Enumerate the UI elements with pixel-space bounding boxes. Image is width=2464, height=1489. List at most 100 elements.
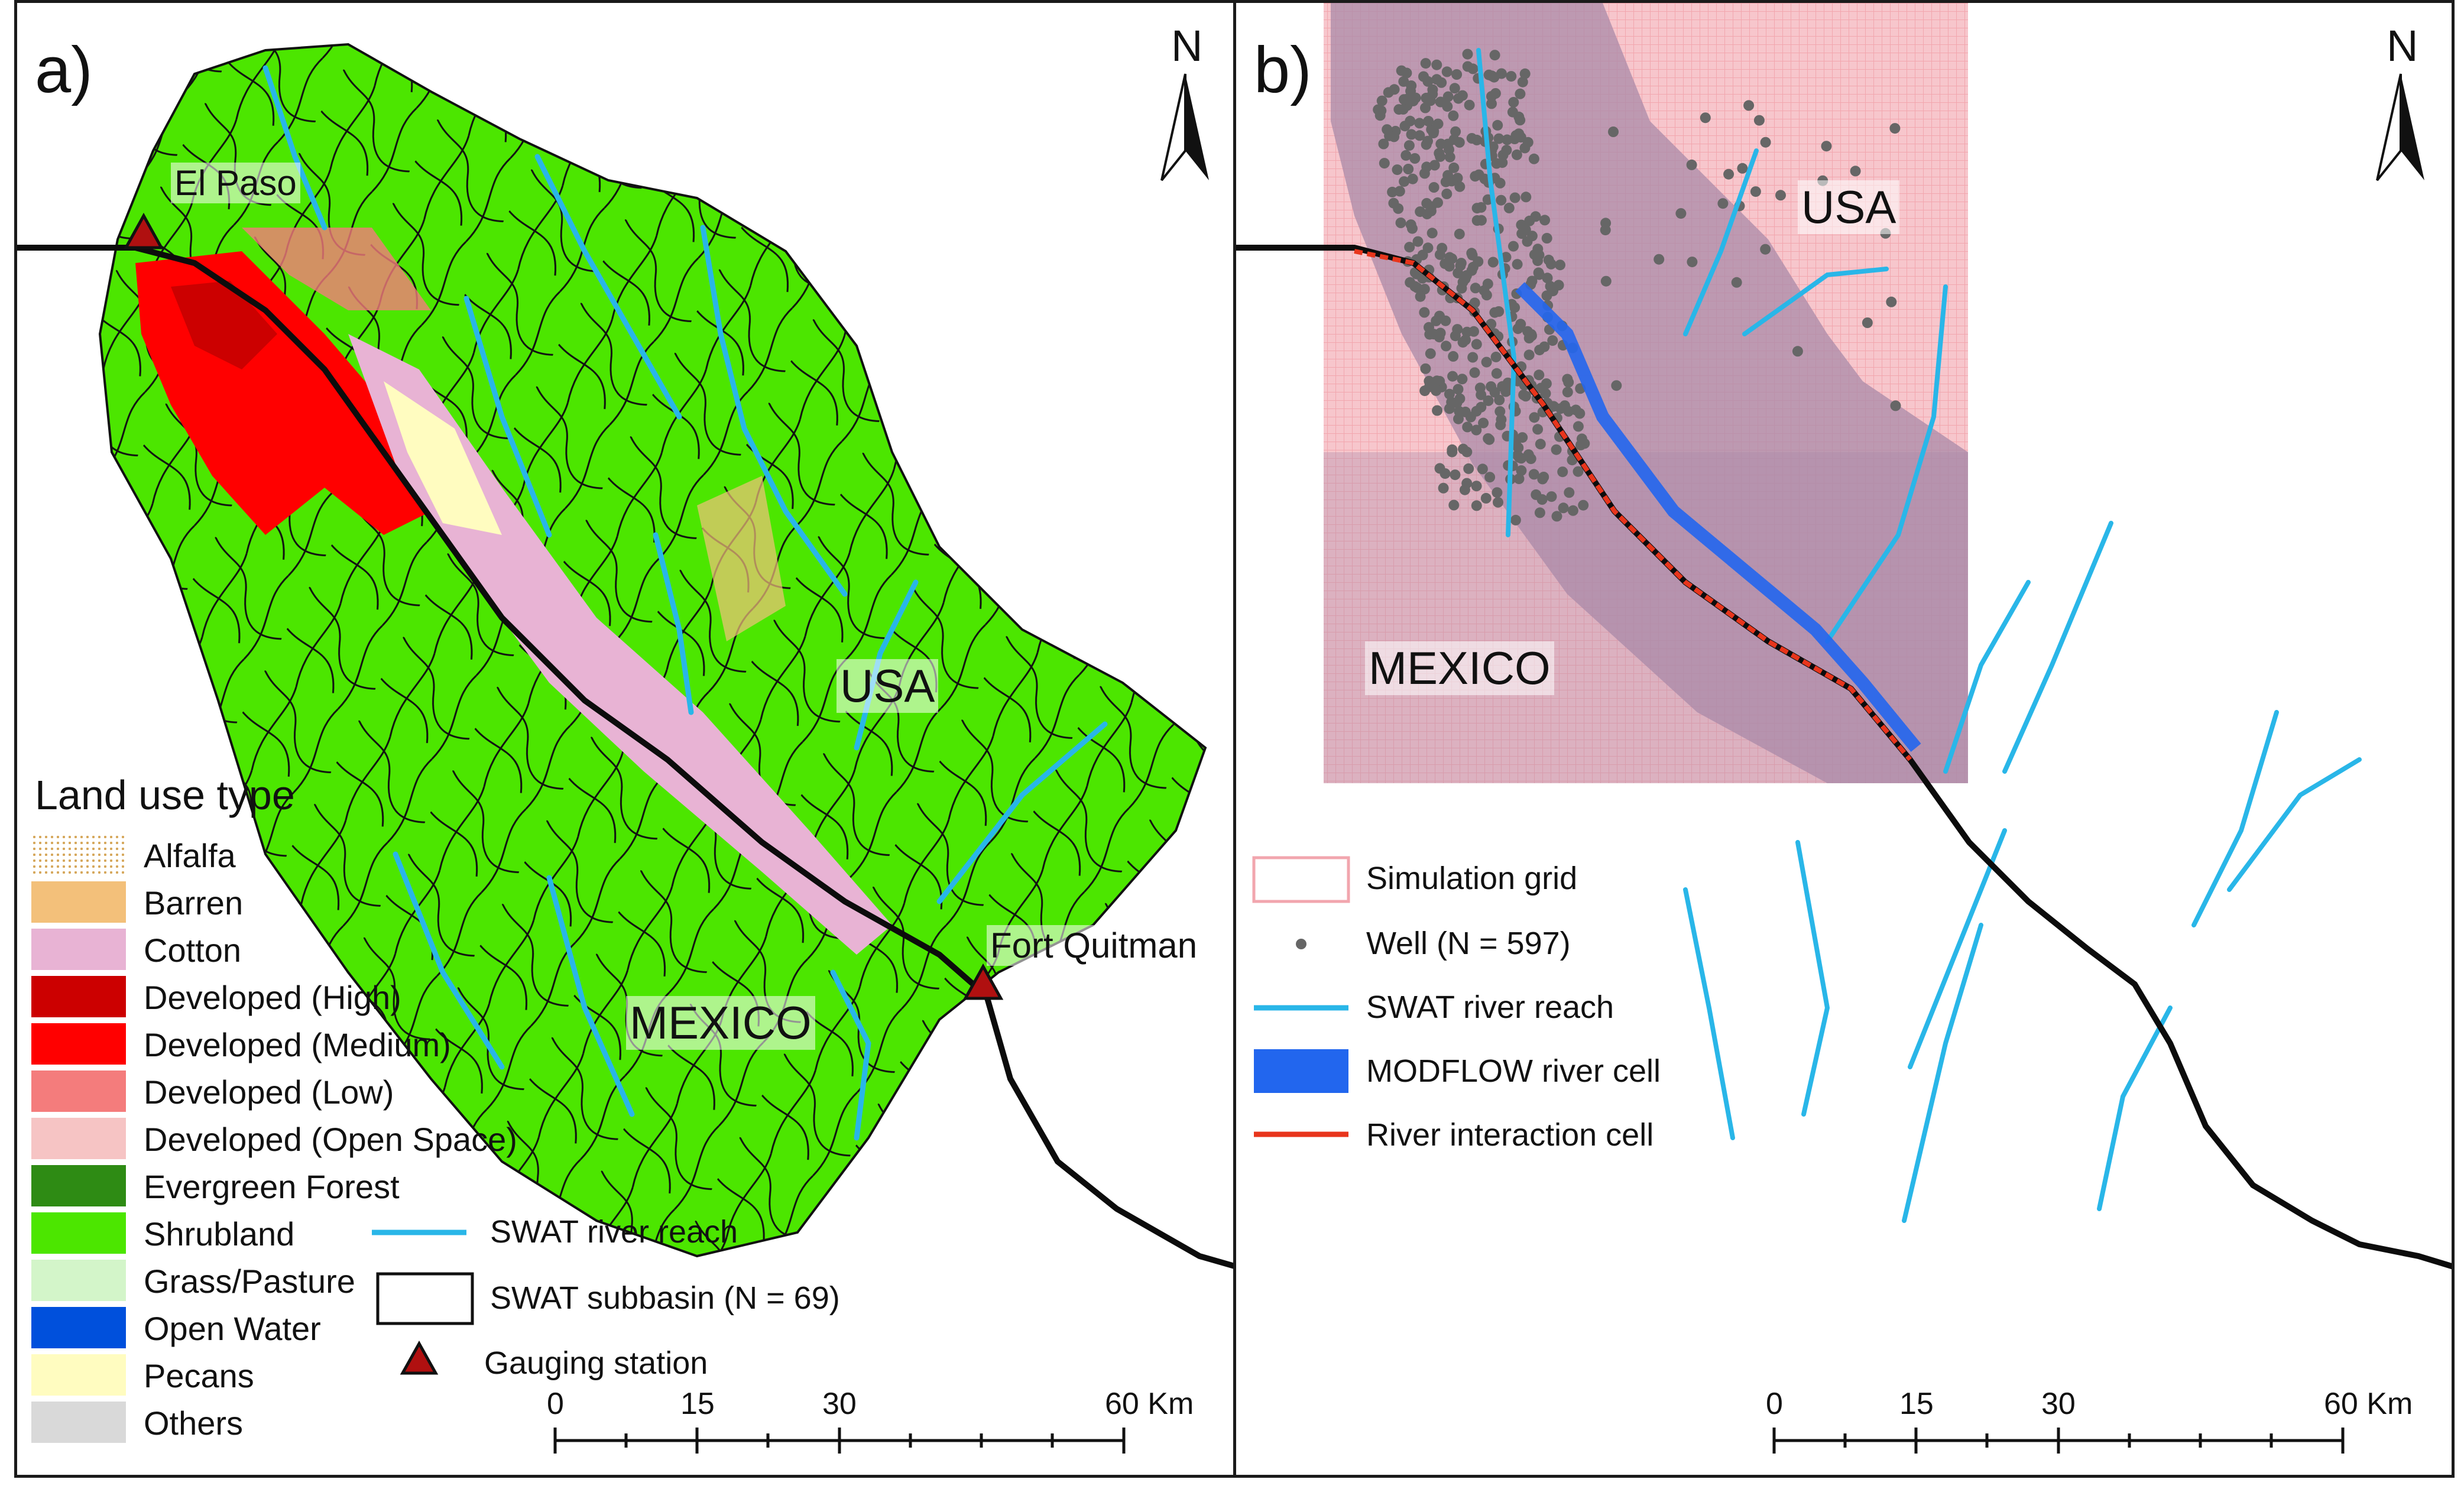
well-point: [1424, 375, 1435, 387]
well-point: [1427, 84, 1438, 95]
developed-medium-swatch: [31, 1023, 126, 1065]
well-point: [1399, 176, 1410, 187]
well-point: [1469, 367, 1480, 378]
legend-subbasin-label: SWAT subbasin (N = 69): [490, 1280, 840, 1316]
well-point: [1511, 149, 1522, 160]
label-usa-a: USA: [837, 659, 939, 713]
well-point: [1434, 148, 1445, 159]
well-point: [1775, 190, 1786, 201]
well-point: [1551, 511, 1562, 522]
north-arrow-a: [1160, 73, 1209, 181]
well-point: [1563, 377, 1574, 388]
legend-well-label: Well (N = 597): [1366, 926, 1571, 961]
well-point: [1441, 189, 1453, 199]
well-point: [1378, 138, 1389, 150]
well-point: [1573, 421, 1584, 432]
well-point: [1400, 150, 1412, 161]
legend-label: Pecans: [144, 1357, 254, 1394]
scale-tick-60-a: 60 Km: [1105, 1387, 1194, 1421]
well-point: [1388, 197, 1399, 209]
well-point: [1567, 455, 1578, 466]
well-point: [1482, 278, 1493, 290]
well-point: [1408, 95, 1419, 106]
legend-gauge-triangle: [400, 1340, 439, 1375]
legend-well-dot: [1296, 939, 1306, 949]
legend-label: Shrubland: [144, 1215, 295, 1253]
well-point: [1513, 473, 1525, 484]
well-point: [1420, 58, 1431, 69]
alfalfa-swatch: [31, 834, 126, 875]
developed-low-swatch: [31, 1070, 126, 1112]
legend-river-label-b: SWAT river reach: [1366, 990, 1614, 1025]
well-point: [1448, 162, 1460, 173]
well-point: [1481, 356, 1492, 368]
well-point: [1460, 335, 1471, 346]
well-point: [1537, 473, 1548, 485]
gauge-fort-quitman: [962, 963, 1004, 1000]
well-point: [1405, 277, 1416, 288]
scale-tick-15-a: 15: [680, 1387, 715, 1421]
scale-tick-0-b: 0: [1766, 1387, 1783, 1421]
well-point: [1509, 192, 1520, 203]
well-point: [1559, 400, 1570, 411]
well-point: [1420, 363, 1431, 374]
well-point: [1536, 494, 1548, 505]
well-point: [1494, 406, 1506, 417]
well-point: [1432, 197, 1443, 208]
well-point: [1464, 99, 1475, 111]
well-point: [1743, 100, 1755, 111]
cotton-corridor: [348, 334, 892, 955]
well-point: [1477, 463, 1488, 475]
well-point: [1517, 76, 1528, 87]
well-point: [1760, 244, 1771, 255]
well-point: [1470, 283, 1481, 294]
well-point: [1760, 137, 1771, 148]
legend-grid-box: [1252, 856, 1350, 903]
well-point: [1434, 463, 1445, 474]
scale-bar-b: [1772, 1428, 2345, 1454]
interaction-cells: [1354, 249, 1912, 761]
well-point: [1399, 94, 1409, 105]
well-point: [1555, 259, 1565, 271]
well-point: [1401, 67, 1412, 79]
well-point: [1515, 88, 1526, 99]
well-point: [1471, 500, 1482, 511]
well-point: [1526, 275, 1538, 287]
legend-label: Cotton: [144, 932, 241, 969]
well-point: [1389, 131, 1400, 142]
well-point: [1431, 74, 1442, 85]
well-point: [1889, 123, 1901, 134]
well-point: [1539, 341, 1550, 352]
label-usa-b: USA: [1798, 180, 1900, 234]
legend-label: Developed (Open Space): [144, 1121, 517, 1158]
well-point: [1435, 327, 1446, 339]
pecans-swatch: [31, 1354, 126, 1396]
well-point: [1447, 253, 1457, 264]
well-point: [1520, 224, 1531, 235]
scale-tick-30-b: 30: [2041, 1387, 2076, 1421]
well-point: [1886, 296, 1897, 307]
well-point: [1461, 270, 1472, 281]
well-point: [1431, 375, 1442, 387]
well-point: [1545, 281, 1556, 292]
well-point: [1441, 340, 1452, 352]
well-point: [1471, 339, 1482, 350]
well-point: [1423, 116, 1434, 126]
well-point: [1392, 164, 1403, 176]
well-point: [1478, 417, 1489, 429]
well-point: [1508, 241, 1519, 252]
well-point: [1457, 90, 1468, 101]
well-point: [1419, 385, 1431, 397]
well-point: [1471, 481, 1482, 492]
well-point: [1731, 277, 1742, 288]
well-point: [1486, 381, 1497, 392]
well-point: [1429, 160, 1440, 171]
well-point: [1454, 228, 1465, 239]
label-el-paso: El Paso: [171, 163, 300, 203]
well-point: [1539, 215, 1551, 226]
well-point: [1600, 225, 1611, 236]
well-point: [1387, 186, 1398, 197]
well-point: [1462, 421, 1473, 433]
open-water-swatch: [31, 1307, 126, 1348]
well-point: [1850, 166, 1861, 177]
